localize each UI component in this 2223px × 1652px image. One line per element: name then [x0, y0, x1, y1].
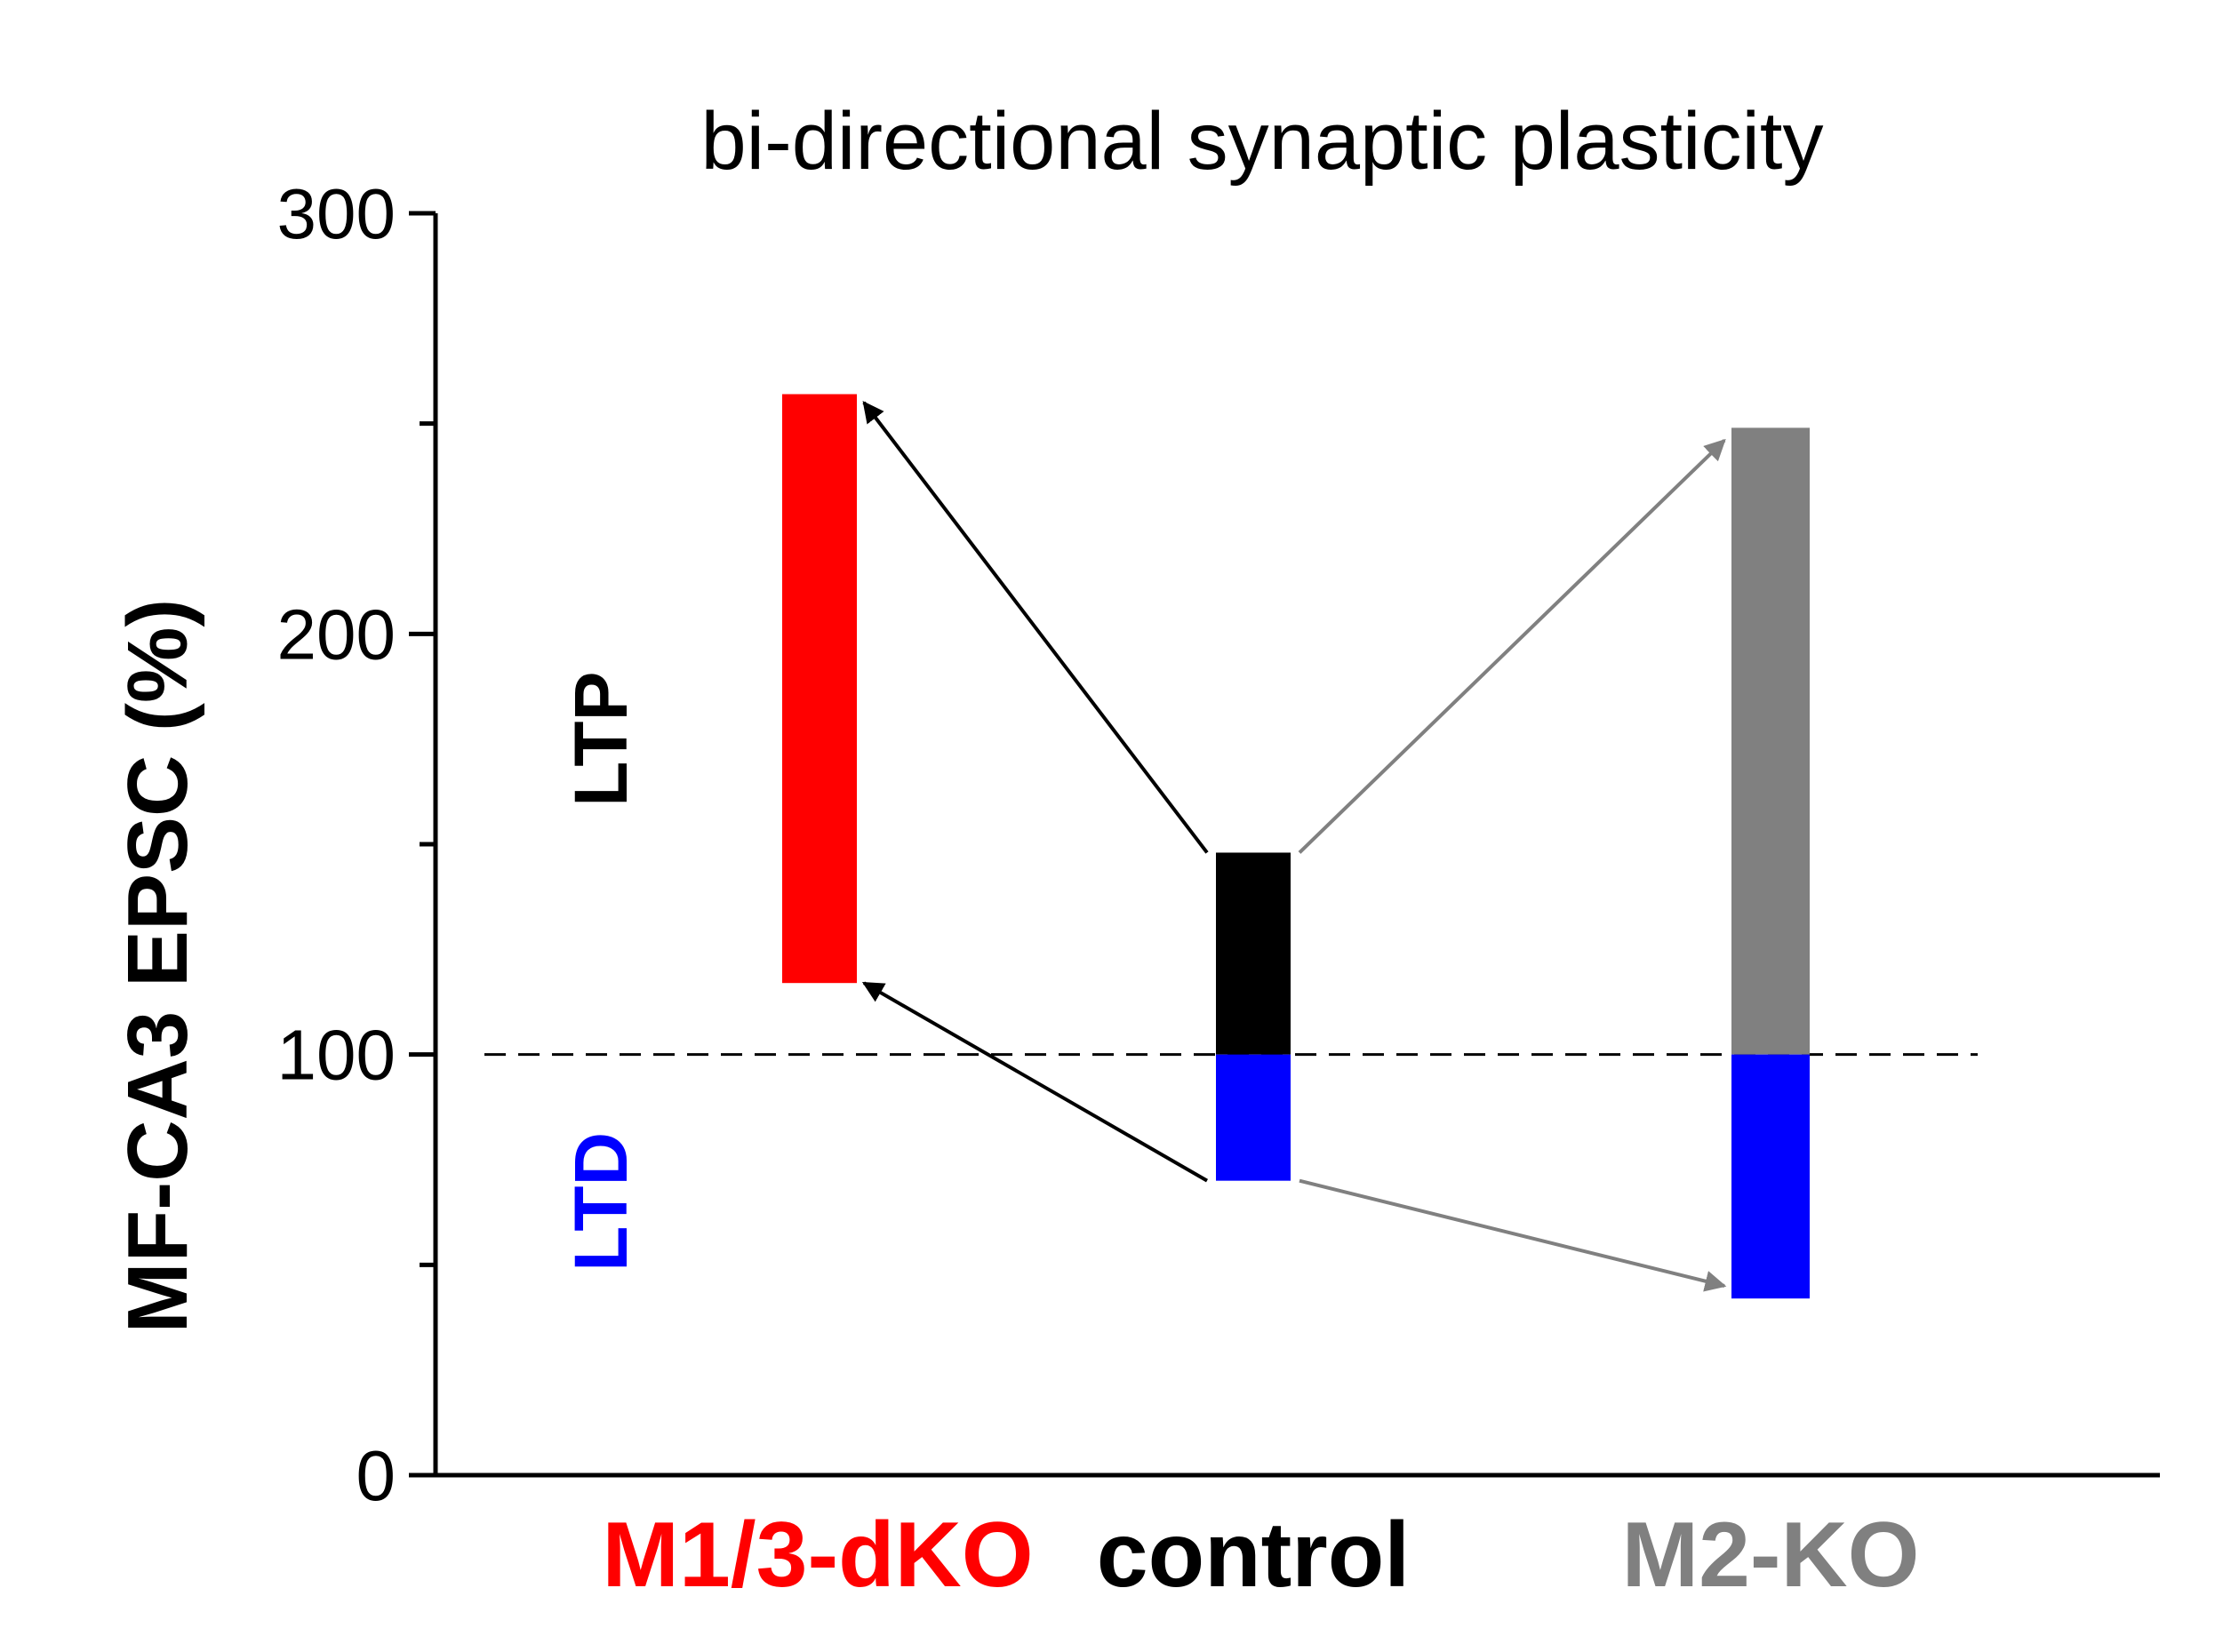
y-axis: 0 100 200 300: [277, 174, 438, 1515]
y-tick-label: 100: [277, 1016, 396, 1095]
chart-title: bi-directional synaptic plasticity: [701, 96, 1824, 187]
annotation-ltp: LTP: [559, 671, 643, 806]
arrow-control-to-m1-3-dko-1: [861, 981, 1208, 1183]
arrow-control-to-m1-3-dko-0: [862, 401, 1209, 854]
category-labels: M1/3-dKO control M2-KO: [602, 1504, 1919, 1607]
annotations: LTP LTD: [559, 671, 643, 1271]
arrow-control-to-m2-ko-2: [1298, 438, 1726, 854]
bar-ltd-control: [1216, 1054, 1291, 1181]
bar-ltd-m2-ko: [1731, 1054, 1810, 1299]
category-label-m2-ko: M2-KO: [1621, 1504, 1919, 1607]
bar-ltp-m1-3-dko: [782, 394, 857, 984]
y-tick-label: 300: [277, 174, 396, 253]
bar-ltp-control: [1216, 852, 1291, 1055]
arrows: [861, 401, 1727, 1292]
y-tick-label: 0: [356, 1436, 396, 1515]
bars: [782, 394, 1810, 1299]
category-label-control: control: [1097, 1504, 1410, 1607]
y-axis-title: MF-CA3 EPSC (%): [110, 599, 205, 1334]
annotation-ltd: LTD: [559, 1132, 643, 1272]
y-tick-label: 200: [277, 595, 396, 674]
arrow-control-to-m2-ko-3: [1299, 1178, 1727, 1292]
bar-ltp-m2-ko: [1731, 427, 1810, 1055]
category-label-m1-3-dko: M1/3-dKO: [602, 1504, 1033, 1607]
